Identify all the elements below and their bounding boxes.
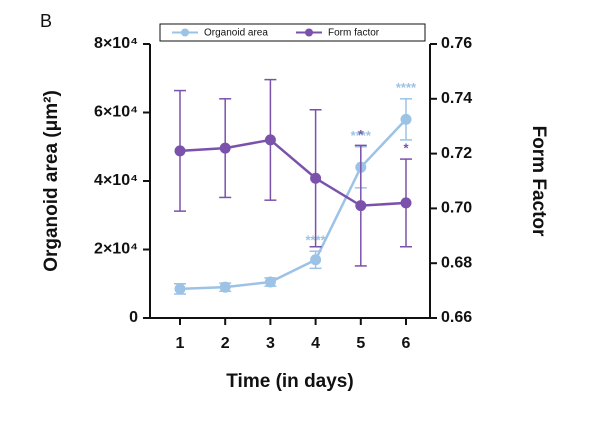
y2-tick-label: 0.76 <box>441 35 472 52</box>
series-line <box>179 138 407 207</box>
y-tick-label: 2×10⁴ <box>94 241 138 258</box>
x-tick-label: 3 <box>266 335 275 352</box>
x-tick-label: 4 <box>311 335 320 352</box>
y2-axis-title: Form Factor <box>528 126 549 237</box>
y-tick-label: 4×10⁴ <box>94 172 138 189</box>
y2-tick-label: 0.72 <box>441 145 472 162</box>
data-point <box>174 283 186 295</box>
data-point <box>310 172 322 184</box>
data-point <box>219 142 231 154</box>
panel-label: B <box>40 11 52 31</box>
x-tick-label: 1 <box>176 335 185 352</box>
y-tick-label: 6×10⁴ <box>94 104 138 121</box>
y2-tick-label: 0.70 <box>441 200 472 217</box>
data-point <box>355 200 367 212</box>
data-point <box>264 276 276 288</box>
legend-label: Organoid area <box>204 28 268 39</box>
series-line <box>179 118 407 291</box>
significance-label: **** <box>351 128 372 143</box>
x-tick-label: 6 <box>402 335 411 352</box>
data-point <box>310 254 322 266</box>
significance-label: **** <box>396 80 417 95</box>
data-point <box>400 197 412 209</box>
y-tick-label: 0 <box>129 309 138 326</box>
legend-label: Form factor <box>328 28 380 39</box>
x-tick-label: 2 <box>221 335 230 352</box>
y-axis-title: Organoid area (μm²) <box>41 90 62 272</box>
y2-tick-label: 0.74 <box>441 90 472 107</box>
significance-label: * <box>403 141 409 156</box>
data-point <box>174 145 186 157</box>
y2-tick-label: 0.68 <box>441 254 472 271</box>
legend-marker <box>305 28 313 37</box>
y2-tick-label: 0.66 <box>441 309 472 326</box>
legend-marker <box>181 28 189 37</box>
data-point <box>264 134 276 146</box>
x-axis-title: Time (in days) <box>226 371 353 392</box>
data-point <box>219 281 231 293</box>
y-tick-label: 8×10⁴ <box>94 35 138 52</box>
x-tick-label: 5 <box>356 335 365 352</box>
significance-label: * <box>358 127 364 142</box>
data-point <box>400 113 412 125</box>
legend-box <box>159 23 426 42</box>
